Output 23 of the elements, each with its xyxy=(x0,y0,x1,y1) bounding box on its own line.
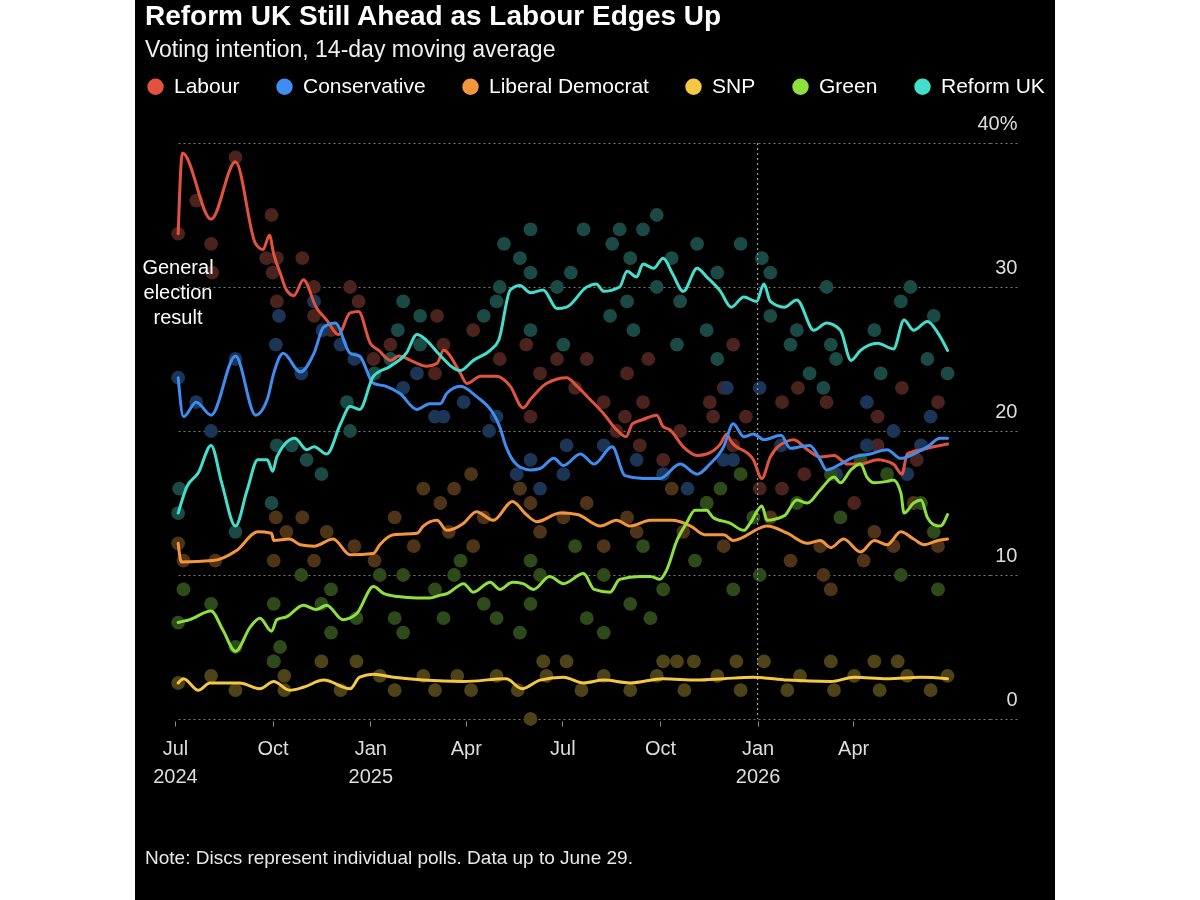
legend-label: Conservative xyxy=(303,73,426,97)
y-tick-label: 20 xyxy=(995,399,1018,422)
x-tick-label: Oct xyxy=(257,736,290,759)
legend-label: Reform UK xyxy=(941,73,1045,97)
y-tick-label: 30 xyxy=(995,255,1018,278)
x-tick-label: Jan 2025 xyxy=(348,736,394,787)
x-tick-label: Jan 2026 xyxy=(735,736,781,787)
text: Note: Discs represent individual polls. Data up to June 29. xyxy=(145,846,633,870)
annotation: General election result xyxy=(142,256,214,328)
x-tick-label: Oct xyxy=(644,736,677,759)
x-tick-label: Apr xyxy=(450,736,483,759)
legend-label: Liberal Democrat xyxy=(489,73,650,97)
x-tick-label: Apr xyxy=(838,736,870,759)
chart-title: Reform UK Still Ahead as Labour Edges Up xyxy=(145,0,722,31)
y-tick-label: 40% xyxy=(977,111,1018,134)
x-tick-label: Jul xyxy=(550,736,576,759)
chart-subtitle: Voting intention, 14-day moving average xyxy=(145,36,556,62)
legend-label: Green xyxy=(819,73,878,97)
y-tick-label: 10 xyxy=(995,543,1018,566)
legend-label: SNP xyxy=(712,73,756,97)
y-tick-label: 0 xyxy=(1006,687,1018,710)
legend-label: Labour xyxy=(174,73,240,97)
x-tick-label: Jul 2024 xyxy=(153,736,198,787)
